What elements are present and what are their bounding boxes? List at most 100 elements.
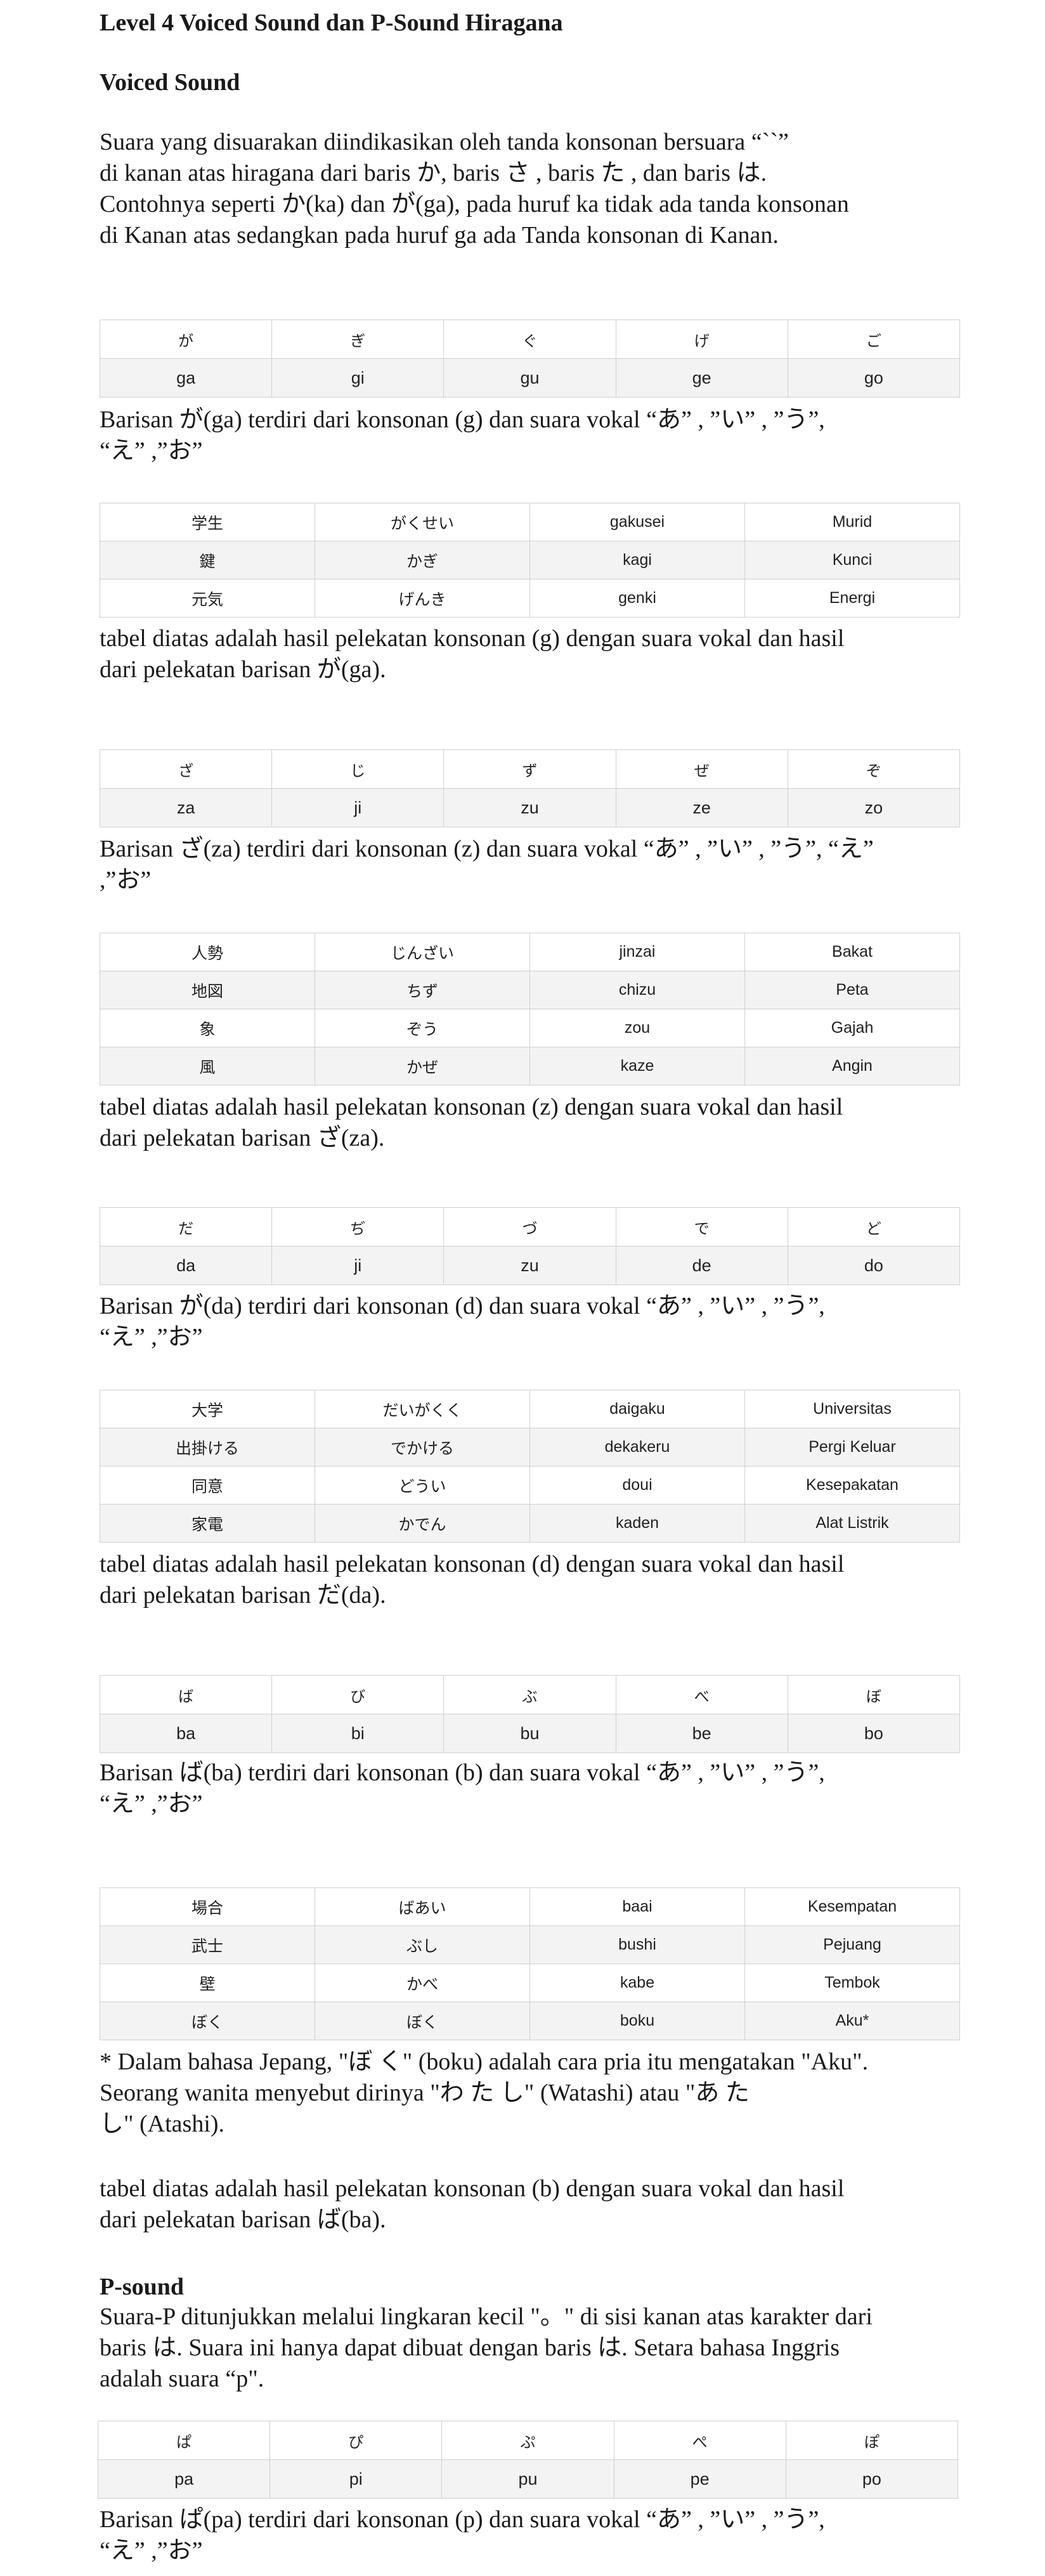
text-line: di kanan atas hiragana dari baris か, bar… [100,160,767,186]
text-line: Barisan ば(ba) terdiri dari konsonan (b) … [100,1759,825,1786]
romaji-cell: ge [615,358,788,398]
text-line: dari pelekatan barisan が(ga). [100,656,386,683]
meaning-cell: Kesepakatan [744,1466,960,1505]
meaning-cell: Alat Listrik [744,1504,960,1543]
meaning-cell: Energi [744,579,960,618]
text-line: Barisan ざ(za) terdiri dari konsonan (z) … [100,836,874,862]
romaji-cell: kaze [529,1047,745,1085]
romaji-cell: da [99,1246,273,1285]
b-description: Barisan ば(ba) terdiri dari konsonan (b) … [100,1757,968,1820]
romaji-cell: baai [529,1887,745,1926]
romaji-cell: boku [529,2002,745,2040]
kana-cell: ご [787,320,961,359]
text-line: tabel diatas adalah hasil pelekatan kons… [100,1551,845,1577]
kana-cell: が [99,320,273,359]
text-line: “え” ,”お” [100,2537,203,2564]
text-line: di Kanan atas sedangkan pada huruf ga ad… [100,222,779,249]
romaji-cell: ji [271,788,445,827]
romaji-cell: doui [529,1466,745,1505]
text-line: * Dalam bahasa Jepang, "ぼ く" (boku) adal… [100,2049,869,2075]
romaji-cell: kaden [529,1504,745,1543]
p-intro: Suara-P ditunjukkan melalui lingkaran ke… [100,2301,968,2395]
romaji-cell: do [787,1246,961,1285]
d-description: Barisan が(da) terdiri dari konsonan (d) … [100,1291,968,1353]
kana-cell: ぴ [269,2421,443,2460]
kana-cell: ぶ [443,1675,616,1714]
kanji-cell: 家電 [100,1504,315,1543]
kana-cell: ぱ [97,2421,271,2460]
b-footnote: * Dalam bahasa Jepang, "ぼ く" (boku) adal… [100,2047,968,2140]
romaji-cell: gakusei [529,503,745,541]
kana-cell: ぐ [443,320,616,359]
romaji-cell: ba [99,1714,273,1753]
g-words-table: 学生 がくせい gakusei Murid 鍵 かぎ kagi Kunci 元気… [100,503,960,618]
romaji-cell: pa [97,2459,271,2499]
g-kana-table: が ぎ ぐ げ ご ga gi gu ge go [99,320,961,398]
kanji-cell: 人勢 [100,933,315,971]
p-description: Barisan ぱ(pa) terdiri dari konsonan (p) … [100,2504,968,2566]
b-note: tabel diatas adalah hasil pelekatan kons… [100,2173,968,2236]
kanji-cell: 壁 [100,1964,315,2002]
romaji-cell: gi [271,358,445,398]
text-line: “え” ,”お” [100,1790,203,1817]
meaning-cell: Aku* [744,2002,960,2040]
kanji-cell: ぼく [100,2002,315,2040]
voiced-intro: Suara yang disuarakan diindikasikan oleh… [100,127,968,251]
romaji-cell: daigaku [529,1390,745,1428]
text-line: Contohnya seperti か(ka) dan が(ga), pada … [100,191,849,217]
romaji-cell: zu [443,1246,616,1285]
meaning-cell: Bakat [744,933,960,971]
b-words-table: 場合 ばあい baai Kesempatan 武士 ぶし bushi Pejua… [100,1887,960,2040]
kana-cell: ぜ [615,749,788,789]
kana-cell: ぞう [315,1009,530,1047]
kana-cell: ぼく [315,2002,530,2040]
romaji-cell: pi [269,2459,443,2499]
romaji-cell: pu [441,2459,614,2499]
romaji-cell: jinzai [529,933,745,971]
z-words-table: 人勢 じんざい jinzai Bakat 地図 ちず chizu Peta 象 … [100,933,960,1085]
kanji-cell: 象 [100,1009,315,1047]
text-line: Barisan ぱ(pa) terdiri dari konsonan (p) … [100,2506,825,2533]
kana-cell: ちず [315,971,530,1009]
kanji-cell: 出掛ける [100,1428,315,1466]
meaning-cell: Pejuang [744,1926,960,1964]
text-line: dari pelekatan barisan ざ(za). [100,1125,385,1151]
text-line: dari pelekatan barisan だ(da). [100,1582,386,1608]
d-words-table: 大学 だいがくく daigaku Universitas 出掛ける でかける d… [100,1390,960,1543]
romaji-cell: bi [271,1714,445,1753]
romaji-cell: chizu [529,971,745,1009]
kana-cell: ぞ [787,749,961,789]
kanji-cell: 場合 [100,1887,315,1926]
romaji-cell: zu [443,788,616,827]
text-line: tabel diatas adalah hasil pelekatan kons… [100,2175,845,2202]
romaji-cell: kagi [529,541,745,579]
romaji-cell: be [615,1714,788,1753]
kana-cell: じんざい [315,933,530,971]
meaning-cell: Kunci [744,541,960,579]
kana-cell: び [271,1675,445,1714]
text-line: Barisan が(da) terdiri dari konsonan (d) … [100,1293,825,1319]
kana-cell: ぷ [441,2421,614,2460]
kana-cell: だ [99,1207,273,1246]
kanji-cell: 武士 [100,1926,315,1964]
romaji-cell: gu [443,358,616,398]
kana-cell: ぼ [787,1675,961,1714]
kana-cell: ず [443,749,616,789]
romaji-cell: de [615,1246,788,1285]
kanji-cell: 学生 [100,503,315,541]
z-note: tabel diatas adalah hasil pelekatan kons… [100,1092,968,1154]
d-note: tabel diatas adalah hasil pelekatan kons… [100,1549,968,1611]
text-line: dari pelekatan barisan ば(ba). [100,2206,386,2233]
p-kana-table: ぱ ぴ ぷ ぺ ぽ pa pi pu pe po [97,2421,959,2499]
kana-cell: かでん [315,1504,530,1543]
text-line: adalah suara “p". [100,2366,264,2392]
kana-cell: がくせい [315,503,530,541]
kanji-cell: 風 [100,1047,315,1085]
text-line: Suara-P ditunjukkan melalui lingkaran ke… [100,2303,873,2330]
text-line: し" (Atashi). [100,2111,225,2137]
z-kana-table: ざ じ ず ぜ ぞ za ji zu ze zo [99,749,961,827]
romaji-cell: zo [787,788,961,827]
kanji-cell: 鍵 [100,541,315,579]
kana-cell: だいがくく [315,1390,530,1428]
kana-cell: ざ [99,749,273,789]
